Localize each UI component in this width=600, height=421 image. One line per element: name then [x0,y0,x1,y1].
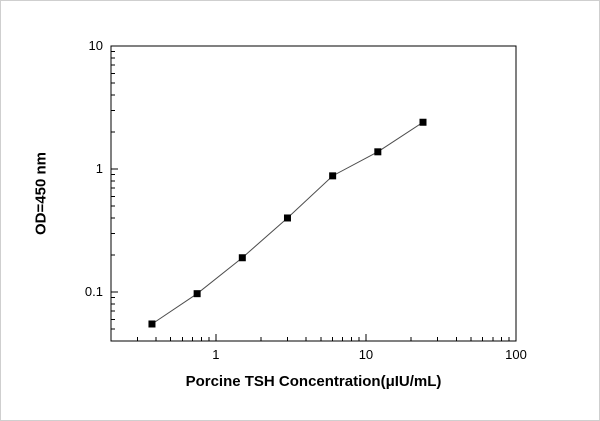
data-point [238,254,246,262]
data-point [419,118,427,126]
x-axis-label: Porcine TSH Concentration(μIU/mL) [185,373,442,390]
x-tick-label: 10 [359,347,373,362]
data-point [374,148,382,156]
y-axis-label: OD=450 nm [32,152,50,235]
data-point [193,290,201,298]
plot-frame [110,45,517,342]
x-tick-label: 100 [505,347,527,362]
y-tick-label: 0.1 [85,284,103,299]
y-tick-label: 10 [89,38,103,53]
data-point [148,320,156,328]
y-tick-label: 1 [96,161,103,176]
data-point [329,172,337,180]
series-line [151,121,424,325]
data-point [283,214,291,222]
x-tick-label: 1 [212,347,219,362]
